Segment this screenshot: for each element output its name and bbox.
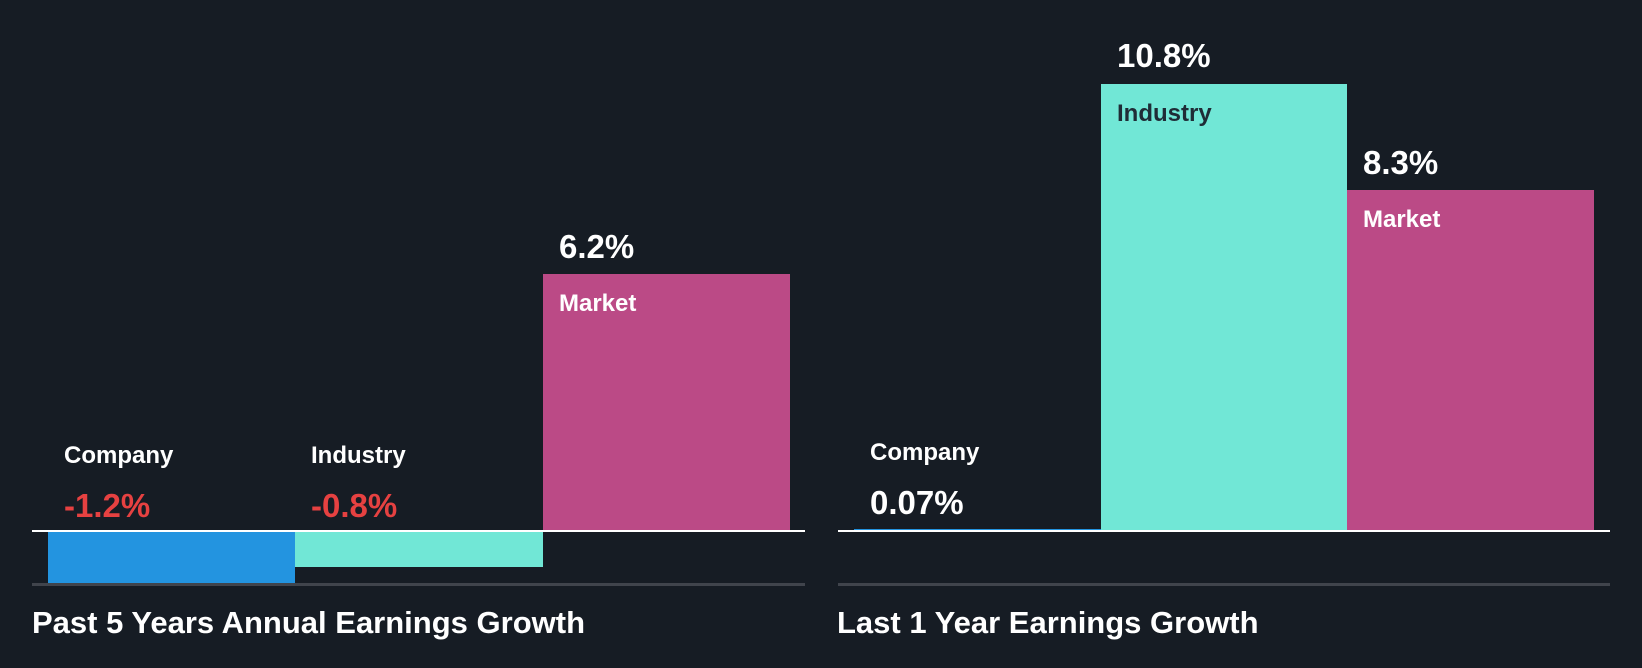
bar-value-company: 0.07% [870,484,964,521]
bar-company [48,531,295,583]
zero-baseline [838,530,1610,532]
bar-label-company: Company [870,439,980,466]
bar-label-industry: Industry [311,442,406,469]
bar-value-market: 6.2% [559,228,635,265]
bar-industry [295,531,543,567]
bar-value-market: 8.3% [1363,144,1439,181]
chart-last-1-year: Company 0.07% 10.8% Industry 8.3% Market… [821,0,1642,668]
bar-value-industry: 10.8% [1117,37,1211,74]
zero-baseline [32,530,805,532]
axis-line [32,583,805,586]
bar-label-industry: Industry [1117,100,1212,127]
bar-value-company: -1.2% [64,487,151,524]
bar-label-company: Company [64,442,174,469]
bar-market [543,274,790,531]
bar-industry [1101,84,1347,531]
chart-title: Last 1 Year Earnings Growth [837,605,1259,640]
axis-line [838,583,1610,586]
bar-label-market: Market [1363,206,1441,233]
chart-past-5-years: Company -1.2% Industry -0.8% 6.2% Market… [32,228,805,640]
chart-title: Past 5 Years Annual Earnings Growth [32,605,586,640]
bar-label-market: Market [559,290,637,317]
bar-value-industry: -0.8% [311,487,398,524]
bar-market [1347,190,1594,531]
